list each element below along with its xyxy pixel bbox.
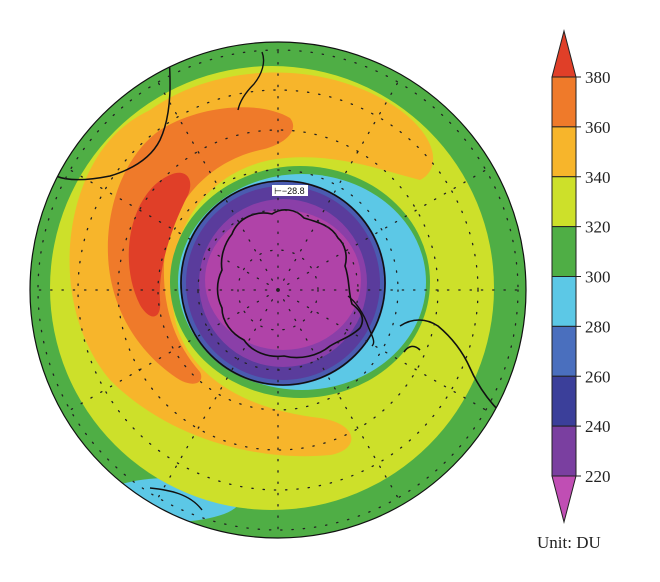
latitude-circle-1 bbox=[237, 249, 319, 331]
latitude-circle-3 bbox=[157, 169, 399, 411]
contour-label-box bbox=[272, 185, 308, 196]
colorbar-segment-6 bbox=[551, 325, 577, 377]
colorbar-tick-label: 360 bbox=[585, 118, 611, 137]
colorbar-tick-label: 380 bbox=[585, 68, 611, 87]
meridian-line-12 bbox=[277, 164, 496, 291]
colorbar-tick-label: 240 bbox=[585, 417, 611, 436]
south-america-coastline bbox=[399, 319, 501, 413]
new-zealand-coastline bbox=[237, 51, 265, 111]
colorbar-tick-label: 300 bbox=[585, 268, 611, 287]
contour-label: ⊢−28.8 bbox=[274, 186, 305, 196]
colorbar-tick-label: 280 bbox=[585, 317, 611, 336]
map-border bbox=[29, 41, 527, 539]
australia-coastline bbox=[55, 42, 171, 181]
latitude-circle-6 bbox=[37, 49, 519, 531]
meridian-line-11 bbox=[277, 72, 404, 291]
field-polar-core bbox=[205, 210, 361, 350]
field-crescent-max bbox=[128, 172, 191, 317]
colorbar-tick-label: 260 bbox=[585, 367, 611, 386]
colorbar-tick-label: 340 bbox=[585, 168, 611, 187]
colorbar-segment-3 bbox=[551, 176, 577, 228]
colorbar-segment-7 bbox=[551, 375, 577, 427]
colorbar-top-extension bbox=[551, 29, 577, 78]
polar-map: ⊢−28.8 bbox=[30, 42, 526, 538]
colorbar-segment-5 bbox=[551, 276, 577, 327]
antarctica-coastline bbox=[216, 209, 364, 359]
colorbar-tick-label: 320 bbox=[585, 218, 611, 237]
colorbar-segment-8 bbox=[551, 425, 577, 477]
colorbar-segment-2 bbox=[551, 126, 577, 178]
meridian-line-8 bbox=[60, 164, 279, 291]
africa-coastline bbox=[149, 487, 203, 511]
colorbar-tick-label: 220 bbox=[585, 467, 611, 486]
colorbar-bottom-extension bbox=[551, 475, 577, 524]
meridian-line-5 bbox=[152, 289, 279, 508]
colorbar-unit-label: Unit: DU bbox=[537, 533, 601, 552]
contour-line bbox=[180, 180, 386, 386]
meridian-line-6 bbox=[60, 289, 279, 416]
latitude-circle-5 bbox=[77, 89, 479, 491]
meridian-line-3 bbox=[277, 289, 404, 508]
meridian-line-2 bbox=[277, 289, 496, 416]
colorbar: 380 360 340 320 300 280 260 240 220 bbox=[551, 29, 611, 524]
graticule bbox=[30, 42, 526, 538]
colorbar-segment-4 bbox=[551, 226, 577, 277]
meridian-line-9 bbox=[152, 72, 279, 291]
antarctic-peninsula bbox=[347, 295, 375, 347]
colorbar-segment-1 bbox=[551, 76, 577, 128]
